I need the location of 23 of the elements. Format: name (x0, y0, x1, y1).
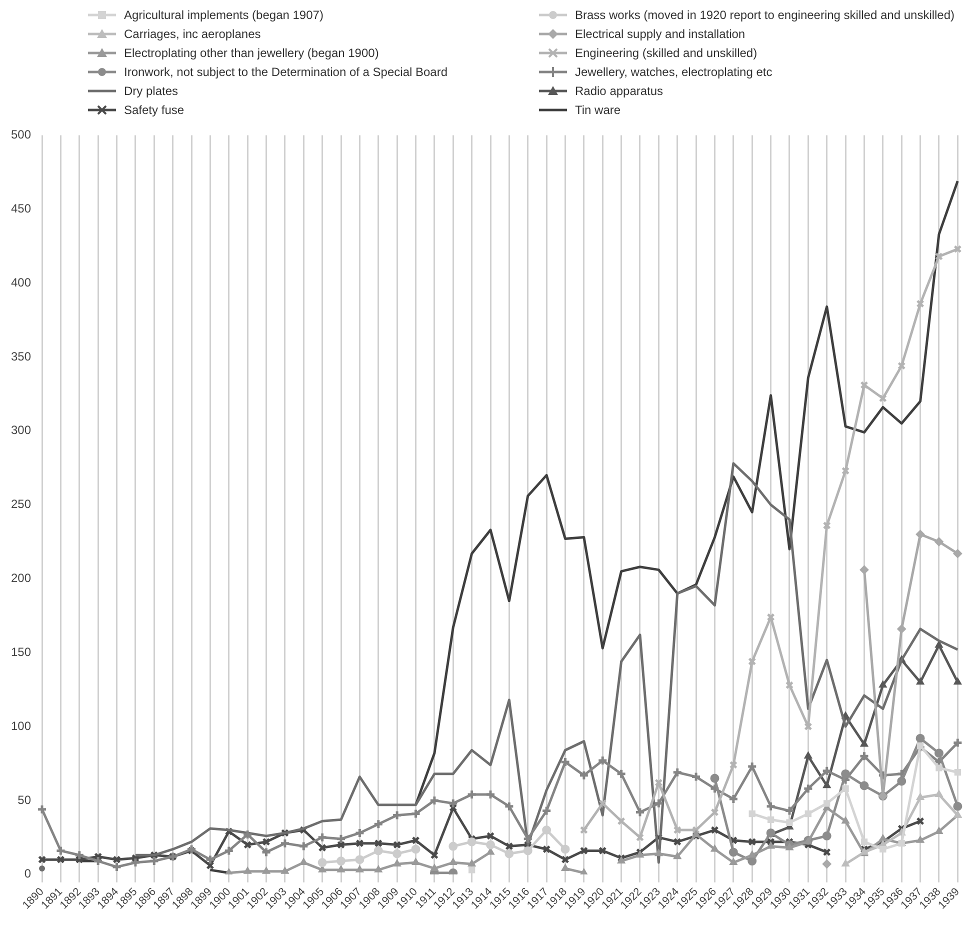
y-tick-label: 200 (10, 571, 32, 586)
legend-label: Agricultural implements (began 1907) (124, 8, 324, 22)
legend-label: Safety fuse (124, 103, 184, 117)
legend-label: Electrical supply and installation (575, 27, 746, 41)
y-tick-label: 100 (10, 718, 32, 733)
y-tick-label: 250 (10, 497, 32, 512)
legend-label: Jewellery, watches, electroplating etc (575, 65, 772, 79)
y-tick-label: 400 (10, 275, 32, 290)
legend-label: Engineering (skilled and unskilled) (575, 46, 758, 60)
legend-label: Electroplating other than jewellery (began 1900) (124, 46, 379, 60)
y-tick-label: 50 (18, 792, 32, 807)
legend-label: Ironwork, not subject to the Determination of a Special Board (124, 65, 448, 79)
y-tick-label: 350 (10, 349, 32, 364)
y-tick-label: 300 (10, 423, 32, 438)
y-tick-label: 0 (24, 866, 32, 881)
legend-label: Tin ware (575, 103, 621, 117)
legend-label: Radio apparatus (575, 84, 664, 98)
legend-label: Brass works (moved in 1920 report to engineering skilled and unskilled) (575, 8, 955, 22)
legend-label: Dry plates (124, 84, 178, 98)
y-tick-label: 150 (10, 644, 32, 659)
y-tick-label: 450 (10, 201, 32, 216)
legend-label: Carriages, inc aeroplanes (124, 27, 261, 41)
y-tick-label: 500 (10, 128, 32, 142)
